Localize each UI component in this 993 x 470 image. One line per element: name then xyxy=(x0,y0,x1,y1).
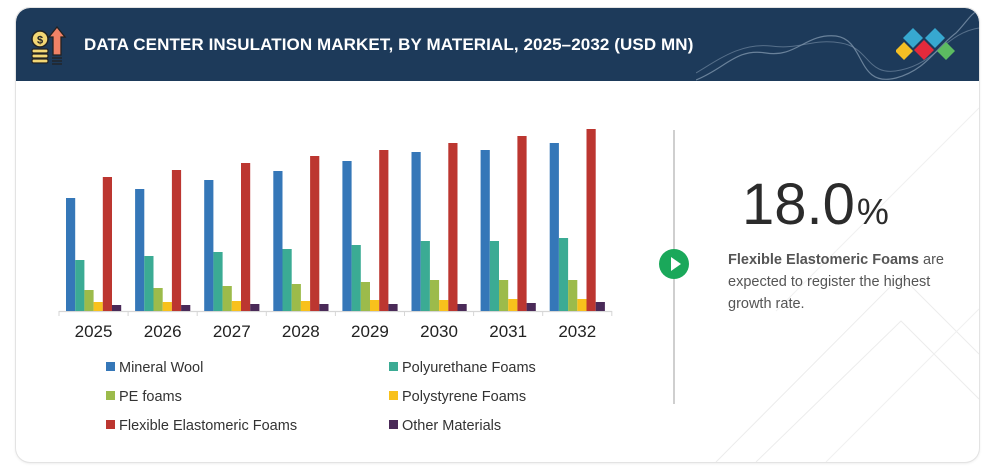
legend-swatch xyxy=(389,362,398,371)
bar-other-materials-2027 xyxy=(250,304,260,311)
bar-flexible-elastomeric-foams-2030 xyxy=(448,143,458,311)
bar-mineral-wool-2026 xyxy=(135,189,145,311)
legend-item: Flexible Elastomeric Foams xyxy=(106,418,297,434)
bar-other-materials-2032 xyxy=(595,302,605,311)
page-title: DATA CENTER INSULATION MARKET, BY MATERI… xyxy=(84,35,694,54)
legend-label: Polyurethane Foams xyxy=(402,360,536,376)
bar-other-materials-2031 xyxy=(526,303,536,311)
bar-other-materials-2028 xyxy=(319,304,329,311)
bar-other-materials-2026 xyxy=(181,305,191,311)
money-growth-icon: $ xyxy=(31,25,67,65)
bar-flexible-elastomeric-foams-2031 xyxy=(517,136,527,311)
diamond-logo-icon xyxy=(896,28,955,60)
bar-mineral-wool-2029 xyxy=(342,161,352,311)
legend-item: Mineral Wool xyxy=(106,360,203,376)
bar-pe-foams-2032 xyxy=(568,280,578,311)
chart-card: $ DATA CENTER INSULATION MARKET, BY MATE… xyxy=(16,8,979,462)
x-tick-label: 2025 xyxy=(75,322,113,341)
legend-swatch xyxy=(389,420,398,429)
legend-item: Polystyrene Foams xyxy=(389,389,526,405)
legend-item: Polyurethane Foams xyxy=(389,360,536,376)
bar-mineral-wool-2025 xyxy=(66,198,76,311)
growth-rate-value: 18.0% xyxy=(742,176,889,234)
bar-polyurethane-foams-2028 xyxy=(282,249,292,311)
legend-label: Polystyrene Foams xyxy=(402,389,527,405)
bar-polyurethane-foams-2025 xyxy=(75,260,85,311)
bar-other-materials-2025 xyxy=(112,305,122,311)
legend-swatch xyxy=(106,362,115,371)
x-tick-label: 2026 xyxy=(144,322,182,341)
x-tick-label: 2027 xyxy=(213,322,251,341)
bar-mineral-wool-2028 xyxy=(273,171,283,311)
growth-rate-number: 18.0 xyxy=(742,172,855,237)
header-bar: $ DATA CENTER INSULATION MARKET, BY MATE… xyxy=(16,8,979,81)
x-tick-label: 2030 xyxy=(420,322,458,341)
bar-polyurethane-foams-2030 xyxy=(420,241,430,311)
bar-polyurethane-foams-2029 xyxy=(351,245,361,311)
bar-pe-foams-2029 xyxy=(360,282,370,311)
legend-item: PE foams xyxy=(106,389,182,405)
play-circle-icon[interactable] xyxy=(659,249,689,279)
bar-polyurethane-foams-2032 xyxy=(558,238,569,311)
legend-label: PE foams xyxy=(119,389,182,405)
bar-flexible-elastomeric-foams-2025 xyxy=(102,177,112,311)
bar-other-materials-2030 xyxy=(457,304,467,311)
highlight-description-text: are expected to register the highest gro… xyxy=(728,252,944,312)
bar-polyurethane-foams-2027 xyxy=(213,252,223,311)
bar-polystyrene-foams-2025 xyxy=(93,302,103,311)
highlight-segment-name: Flexible Elastomeric Foams xyxy=(728,252,919,268)
bar-pe-foams-2031 xyxy=(499,280,509,311)
legend-label: Mineral Wool xyxy=(119,360,204,376)
bar-flexible-elastomeric-foams-2028 xyxy=(310,156,320,311)
bar-polystyrene-foams-2027 xyxy=(231,301,241,311)
bar-polystyrene-foams-2029 xyxy=(370,300,380,311)
svg-text:$: $ xyxy=(37,35,43,47)
bar-pe-foams-2030 xyxy=(429,280,440,311)
legend-item: Other Materials xyxy=(389,418,501,434)
bar-pe-foams-2027 xyxy=(222,286,232,311)
x-tick-label: 2031 xyxy=(489,322,527,341)
bar-polyurethane-foams-2031 xyxy=(489,241,499,311)
bar-mineral-wool-2027 xyxy=(204,180,214,311)
bar-flexible-elastomeric-foams-2032 xyxy=(586,129,596,311)
bar-polystyrene-foams-2031 xyxy=(508,299,518,311)
bar-mineral-wool-2031 xyxy=(480,150,490,311)
bar-pe-foams-2026 xyxy=(153,288,163,311)
bar-polystyrene-foams-2032 xyxy=(577,299,587,311)
bar-flexible-elastomeric-foams-2029 xyxy=(379,150,389,311)
decorative-background-lines xyxy=(715,107,979,462)
bar-polystyrene-foams-2030 xyxy=(439,300,449,311)
bar-polystyrene-foams-2028 xyxy=(300,301,311,311)
legend-label: Other Materials xyxy=(402,418,502,434)
x-tick-label: 2032 xyxy=(558,322,596,341)
bar-other-materials-2029 xyxy=(388,304,398,311)
legend-swatch xyxy=(106,420,115,429)
growth-rate-unit: % xyxy=(856,191,889,232)
bar-flexible-elastomeric-foams-2027 xyxy=(241,163,251,311)
bar-polystyrene-foams-2026 xyxy=(162,302,172,311)
bar-mineral-wool-2032 xyxy=(549,143,559,311)
x-tick-label: 2028 xyxy=(282,322,320,341)
growth-description: Flexible Elastomeric Foams are expected … xyxy=(728,249,958,315)
bar-pe-foams-2025 xyxy=(84,290,94,311)
x-tick-label: 2029 xyxy=(351,322,389,341)
bar-mineral-wool-2030 xyxy=(411,152,421,311)
legend-swatch xyxy=(389,391,398,400)
bar-chart: 2025 2026 2027 2028 2029 2030 2031 2032 xyxy=(58,129,613,341)
decorative-waves xyxy=(696,9,979,81)
bar-flexible-elastomeric-foams-2026 xyxy=(171,170,182,311)
bar-pe-foams-2028 xyxy=(291,284,301,311)
bar-polyurethane-foams-2026 xyxy=(144,256,154,311)
legend-swatch xyxy=(106,391,115,400)
legend-label: Flexible Elastomeric Foams xyxy=(119,418,298,434)
